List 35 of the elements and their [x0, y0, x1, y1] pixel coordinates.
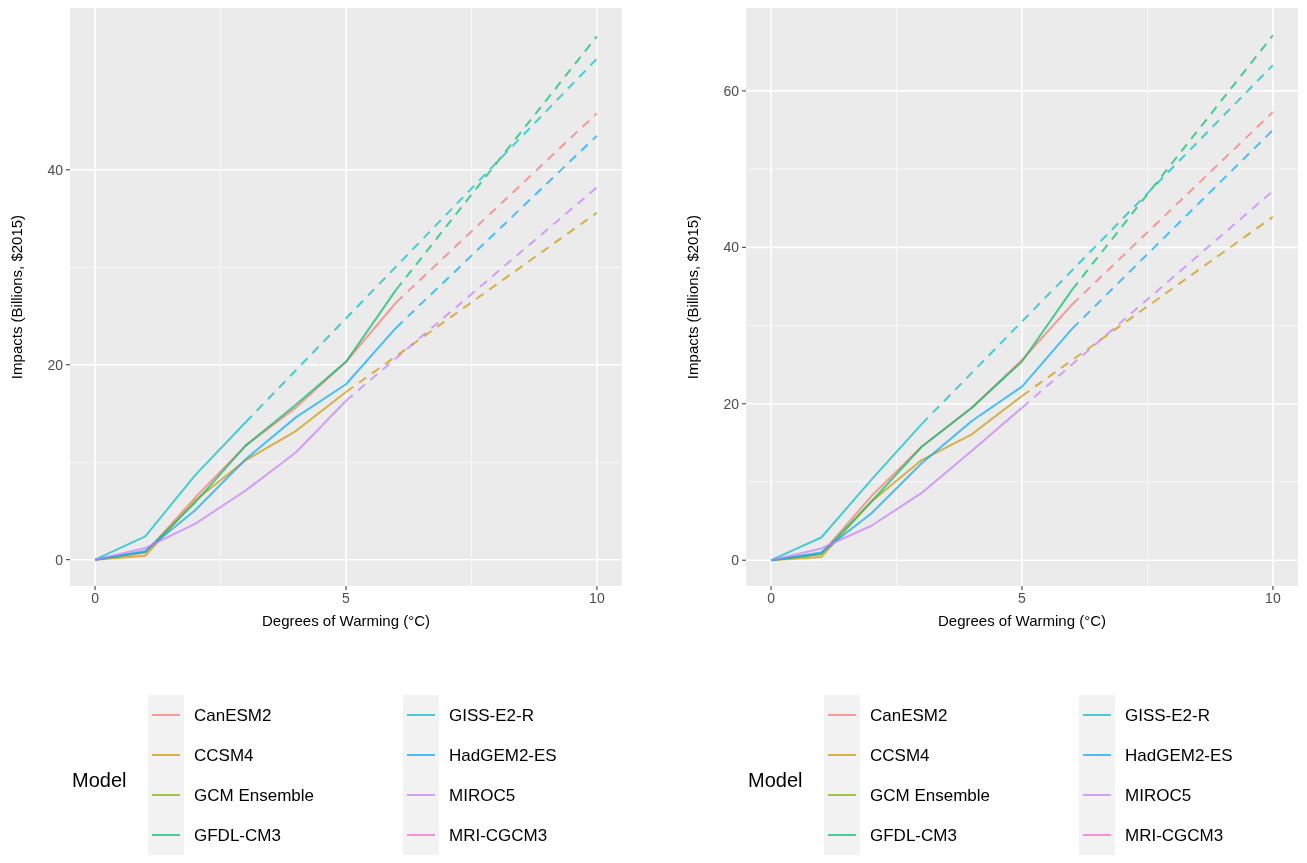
legend-label: HadGEM2-ES [1125, 745, 1233, 765]
y-tick-label: 0 [731, 552, 740, 569]
legend-label: GISS-E2-R [1125, 705, 1211, 725]
legend-label: GCM Ensemble [870, 785, 990, 805]
y-tick-label: 20 [723, 395, 740, 412]
x-axis-title: Degrees of Warming (°C) [938, 612, 1106, 629]
x-axis-title: Degrees of Warming (°C) [262, 612, 430, 629]
legend-label: GFDL-CM3 [194, 825, 281, 845]
x-tick-label: 10 [1265, 590, 1281, 606]
legend-title: Model [748, 769, 803, 791]
y-tick-label: 40 [723, 239, 740, 256]
x-tick-label: 0 [91, 590, 100, 606]
y-tick-label: 40 [47, 161, 64, 178]
y-tick-label: 0 [55, 551, 64, 568]
x-tick-label: 0 [767, 590, 776, 606]
legend-label: MIROC5 [449, 785, 516, 805]
legend-label: CCSM4 [194, 745, 254, 765]
y-tick-label: 60 [723, 82, 740, 99]
y-tick-label: 20 [47, 356, 64, 373]
legend-label: GCM Ensemble [194, 785, 314, 805]
legend-label: CanESM2 [870, 705, 948, 725]
legend-label: GISS-E2-R [449, 705, 535, 725]
legend-label: MIROC5 [1125, 785, 1192, 805]
legend-label: HadGEM2-ES [449, 745, 557, 765]
legend-label: CCSM4 [870, 745, 930, 765]
x-tick-label: 5 [1018, 590, 1027, 606]
x-tick-label: 10 [589, 590, 605, 606]
y-axis-title: Impacts (Billions, $2015) [8, 214, 25, 380]
legend-label: MRI-CGCM3 [449, 825, 548, 845]
legend-label: MRI-CGCM3 [1125, 825, 1224, 845]
legend-title: Model [72, 769, 127, 791]
x-tick-label: 5 [342, 590, 351, 606]
legend-label: CanESM2 [194, 705, 272, 725]
legend-label: GFDL-CM3 [870, 825, 957, 845]
y-axis-title: Impacts (Billions, $2015) [684, 214, 701, 380]
